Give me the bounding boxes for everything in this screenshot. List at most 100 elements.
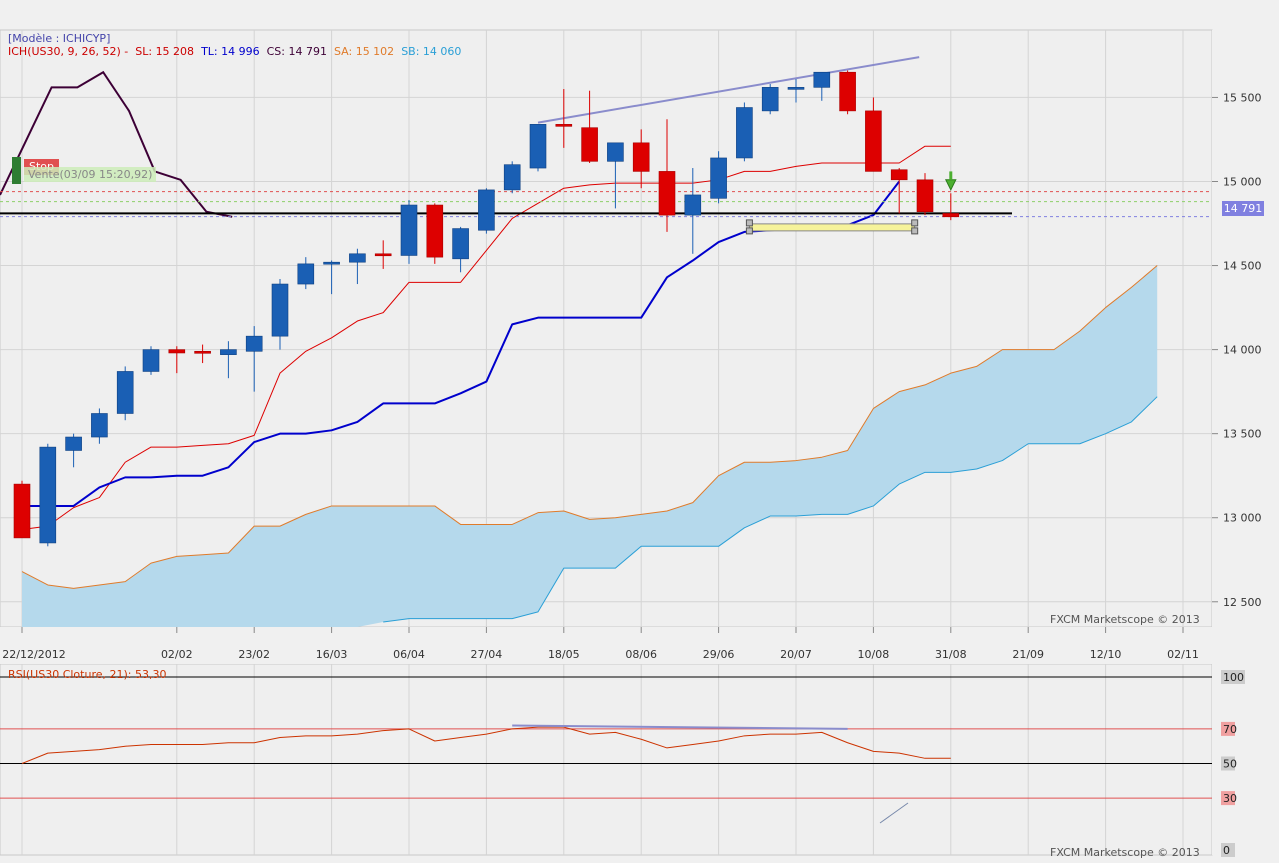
x-tick-label: 16/03: [316, 648, 348, 661]
candle-body: [65, 436, 82, 451]
candle-body: [607, 142, 624, 162]
cs-value: CS: 14 791: [266, 45, 327, 58]
candle-body: [529, 124, 547, 169]
model-label: [Modèle : ICHICYP]: [8, 32, 111, 45]
rsi-panel: [0, 663, 1213, 856]
rsi-tick-label: 30: [1223, 792, 1237, 805]
rsi-tick-badge: [1221, 756, 1235, 771]
selection-handle: [745, 227, 753, 235]
watermark-main: FXCM Marketscope © 2013: [1050, 613, 1200, 626]
candle-body: [736, 107, 753, 159]
candle-body: [916, 179, 934, 213]
senkou-b-line: [383, 396, 1158, 623]
candle-body: [658, 171, 676, 216]
selection-handle: [911, 227, 919, 235]
chikou-line: [0, 70, 233, 218]
candle-body: [349, 253, 366, 263]
candle-body: [710, 157, 727, 199]
rsi-tick-label: 70: [1223, 723, 1237, 736]
rsi-trendline: [512, 724, 848, 730]
ich-label: ICH(US30, 9, 26, 52) -: [8, 45, 129, 58]
candle-body: [323, 261, 340, 265]
candle-body: [116, 371, 134, 414]
senkou-a-line: [21, 265, 1158, 589]
sa-value: SA: 15 102: [333, 45, 395, 58]
x-tick-label: 02/11: [1167, 648, 1199, 661]
rsi-line: [21, 726, 951, 764]
current-price-badge: 14 791: [1222, 201, 1264, 216]
x-tick-label: 02/02: [161, 648, 193, 661]
rsi-tick-label: 0: [1223, 844, 1230, 857]
candle-body: [555, 124, 573, 127]
ichimoku-cloud: [22, 265, 1158, 627]
candle-body: [91, 413, 108, 438]
price-axis-panel: [1212, 30, 1279, 855]
rsi-drawing-line: [879, 802, 909, 824]
selection-handle: [745, 219, 753, 227]
x-tick-label: 10/08: [858, 648, 890, 661]
candle-body: [761, 87, 779, 112]
sell-signal-arrow-icon: [944, 179, 957, 192]
candle-body: [632, 142, 650, 172]
candle-body: [478, 189, 495, 231]
rsi-tick-badge: [1221, 843, 1235, 857]
x-tick-label: 22/12/2012: [2, 648, 65, 661]
y-tick-label: 13 500: [1223, 428, 1262, 441]
candle-body: [426, 204, 444, 258]
candle-body: [142, 349, 160, 372]
candle-body: [684, 194, 702, 216]
x-tick-label: 20/07: [780, 648, 812, 661]
candle-body: [813, 71, 831, 88]
y-tick-label: 13 000: [1223, 512, 1262, 525]
candle-body: [297, 263, 315, 285]
y-tick-label: 14 500: [1223, 260, 1262, 273]
x-tick-label: 08/06: [625, 648, 657, 661]
x-tick-label: 27/04: [471, 648, 503, 661]
x-tick-label: 29/06: [703, 648, 735, 661]
candle-body: [942, 213, 960, 218]
candle-body: [39, 446, 57, 544]
sl-value: SL: 15 208: [135, 45, 195, 58]
y-tick-label: 14 000: [1223, 344, 1262, 357]
sb-value: SB: 14 060: [401, 45, 462, 58]
order-handle[interactable]: [12, 157, 21, 184]
y-tick-label: 15 000: [1223, 175, 1262, 188]
rsi-tick-label: 50: [1223, 758, 1237, 771]
x-tick-label: 18/05: [548, 648, 580, 661]
candle-body: [194, 350, 211, 354]
rsi-title: RSI(US30 Cloture, 21): 53,30: [8, 668, 167, 681]
rsi-tick-badge: [1221, 721, 1235, 736]
resistance-trendline: [537, 56, 920, 124]
candle-body: [890, 169, 908, 181]
candle-body: [581, 127, 598, 162]
candle-body: [168, 349, 186, 354]
y-tick-label: 12 500: [1223, 596, 1262, 609]
y-tick-label: 15 500: [1223, 91, 1262, 104]
candle-body: [865, 110, 882, 172]
sell-order-label[interactable]: Vente(03/09 15:20,92): [24, 167, 157, 182]
x-tick-label: 12/10: [1090, 648, 1122, 661]
rsi-tick-label: 100: [1223, 671, 1244, 684]
candle-body: [271, 283, 289, 337]
candle-body: [400, 204, 418, 256]
x-tick-label: 23/02: [238, 648, 270, 661]
selection-box: [748, 223, 916, 232]
candle-body: [452, 228, 469, 260]
time-axis-panel: [0, 627, 1212, 664]
x-tick-label: 21/09: [1012, 648, 1044, 661]
tl-value: TL: 14 996: [201, 45, 260, 58]
candle-body: [839, 71, 856, 112]
x-tick-label: 31/08: [935, 648, 967, 661]
selection-handle: [911, 219, 919, 227]
indicator-legend: ICH(US30, 9, 26, 52) - SL: 15 208 TL: 14…: [8, 45, 461, 58]
candle-body: [13, 483, 31, 539]
rsi-tick-badge: [1221, 670, 1245, 684]
candle-body: [245, 335, 263, 352]
rsi-tick-badge: [1221, 791, 1235, 806]
tenkan-line: [21, 145, 951, 530]
candle-body: [787, 87, 805, 90]
x-tick-label: 06/04: [393, 648, 425, 661]
candle-body: [374, 253, 392, 257]
